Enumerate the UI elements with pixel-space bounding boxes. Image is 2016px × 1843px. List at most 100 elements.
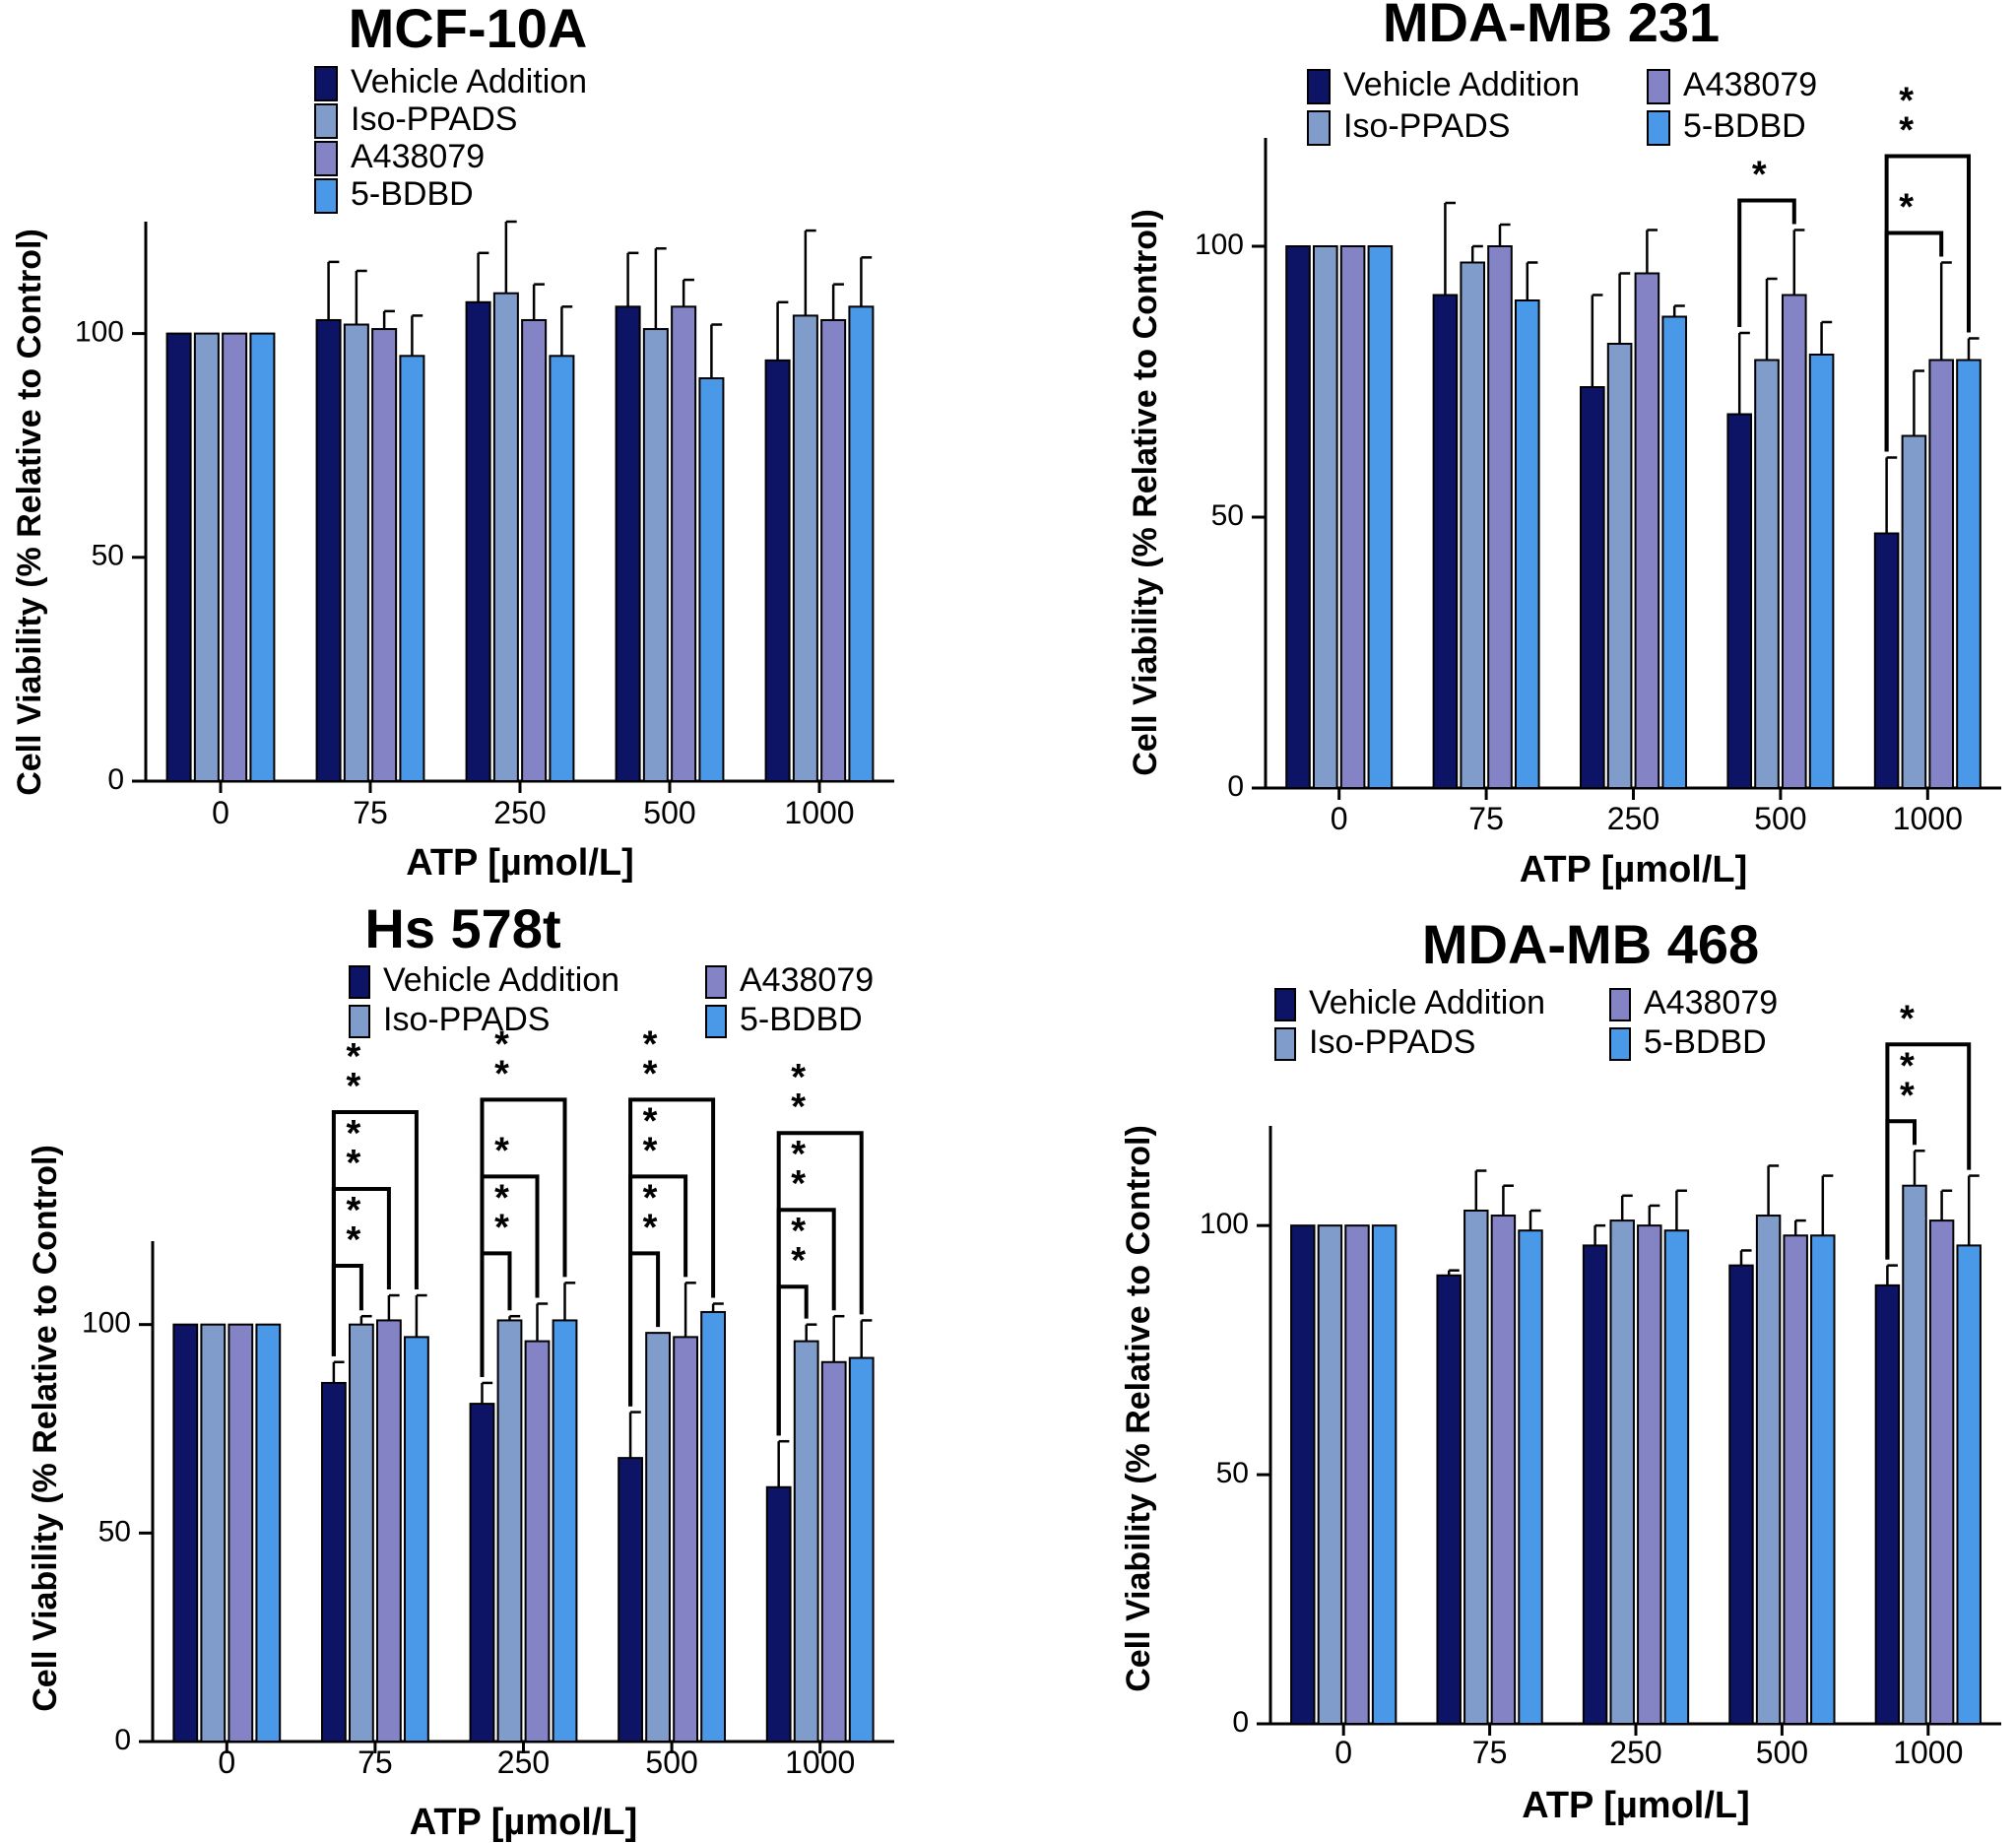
x-axis-label: ATP [µmol/L] bbox=[406, 842, 634, 884]
significance-star: * bbox=[494, 1130, 509, 1171]
legend-label: Iso-PPADS bbox=[1309, 1023, 1475, 1061]
bar bbox=[1339, 245, 1366, 789]
x-tick-label: 1000 bbox=[785, 1744, 855, 1780]
bar bbox=[698, 377, 725, 782]
y-tick-label: 0 bbox=[1232, 1706, 1249, 1739]
significance-bracket bbox=[331, 1110, 419, 1356]
bar bbox=[222, 332, 248, 782]
x-tick-label: 250 bbox=[1607, 801, 1659, 836]
legend-swatch bbox=[1274, 1027, 1296, 1061]
bar bbox=[1928, 1219, 1955, 1725]
legend-label: 5-BDBD bbox=[1683, 107, 1806, 145]
x-axis-label: ATP [µmol/L] bbox=[1522, 1785, 1750, 1826]
bar bbox=[793, 1340, 819, 1743]
x-tick-label: 0 bbox=[212, 795, 229, 830]
significance-star: * bbox=[643, 1130, 658, 1171]
x-tick-label: 75 bbox=[353, 795, 388, 830]
y-tick-label: 0 bbox=[114, 1724, 131, 1756]
bar bbox=[1285, 245, 1311, 789]
y-tick-label: 100 bbox=[1195, 229, 1244, 261]
bar bbox=[496, 1319, 523, 1744]
bar bbox=[764, 359, 791, 782]
significance-bracket bbox=[628, 1097, 716, 1407]
x-axis-label: ATP [µmol/L] bbox=[410, 1802, 638, 1843]
y-tick-label: 0 bbox=[107, 763, 124, 796]
significance-bracket bbox=[1884, 154, 1971, 452]
bar bbox=[848, 1356, 875, 1743]
bar bbox=[848, 305, 875, 782]
significance-star: * bbox=[346, 1143, 360, 1184]
x-tick-label: 75 bbox=[358, 1744, 393, 1780]
bar bbox=[524, 1340, 551, 1743]
bar bbox=[1783, 1234, 1808, 1725]
y-tick-label: 50 bbox=[1216, 1457, 1249, 1489]
chart-title: MCF-10A bbox=[349, 0, 588, 59]
bar bbox=[642, 328, 669, 782]
bar bbox=[552, 1319, 578, 1744]
legend-swatch bbox=[1274, 988, 1296, 1021]
legend-label: Vehicle Addition bbox=[383, 961, 619, 999]
bar bbox=[1661, 315, 1687, 789]
y-axis-label: Cell Viability (% Relative to Control) bbox=[1120, 1125, 1157, 1692]
legend-swatch bbox=[349, 1005, 370, 1038]
chart-title: MDA-MB 231 bbox=[1383, 0, 1720, 53]
bar bbox=[1580, 386, 1605, 789]
bar bbox=[1726, 413, 1753, 789]
legend-label: Iso-PPADS bbox=[383, 1001, 550, 1038]
legend-label: 5-BDBD bbox=[351, 175, 474, 213]
bar bbox=[1518, 1229, 1543, 1725]
bar bbox=[200, 1323, 227, 1743]
bar bbox=[820, 1360, 847, 1744]
bar bbox=[343, 323, 369, 782]
chart-title: Hs 578t bbox=[364, 897, 560, 959]
significance-star: * bbox=[346, 1036, 360, 1078]
legend-swatch bbox=[314, 178, 338, 214]
bar bbox=[348, 1323, 374, 1743]
bar bbox=[1755, 1215, 1782, 1726]
significance-star: * bbox=[346, 1190, 360, 1231]
bar bbox=[255, 1323, 282, 1743]
bar bbox=[1810, 1234, 1836, 1725]
legend-label: A438079 bbox=[740, 961, 874, 999]
y-tick-label: 50 bbox=[1211, 499, 1244, 532]
bar bbox=[615, 305, 641, 782]
legend-swatch bbox=[349, 965, 370, 999]
bar bbox=[1956, 1244, 1982, 1726]
bar bbox=[700, 1310, 727, 1743]
bar bbox=[469, 1403, 495, 1743]
bar bbox=[228, 1323, 254, 1743]
bar bbox=[1781, 294, 1807, 789]
bar bbox=[521, 318, 548, 782]
y-axis-label: Cell Viability (% Relative to Control) bbox=[27, 1145, 64, 1712]
chart-panel: MDA-MB 231 Cell Viability (% Relative to … bbox=[1127, 0, 2001, 890]
legend-label: Vehicle Addition bbox=[351, 63, 587, 100]
bar bbox=[165, 332, 192, 782]
y-tick-label: 100 bbox=[82, 1307, 131, 1340]
x-tick-label: 500 bbox=[1754, 801, 1806, 836]
significance-star: * bbox=[494, 1207, 509, 1248]
x-tick-label: 500 bbox=[645, 1744, 697, 1780]
chart-panel: MCF-10A Cell Viability (% Relative to Con… bbox=[11, 0, 894, 884]
chart-title: MDA-MB 468 bbox=[1422, 913, 1759, 975]
bar bbox=[1634, 272, 1660, 789]
significance-star: * bbox=[791, 1211, 806, 1252]
legend-label: A438079 bbox=[1683, 66, 1817, 103]
x-tick-label: 0 bbox=[1334, 1735, 1352, 1770]
bar bbox=[1344, 1224, 1370, 1725]
x-tick-label: 1000 bbox=[784, 795, 854, 830]
bar bbox=[172, 1323, 199, 1743]
legend-label: A438079 bbox=[1644, 984, 1778, 1021]
bar bbox=[1582, 1244, 1608, 1726]
y-tick-label: 50 bbox=[92, 540, 124, 572]
x-tick-label: 250 bbox=[497, 1744, 550, 1780]
significance-bracket bbox=[480, 1097, 567, 1377]
significance-star: * bbox=[791, 1086, 806, 1128]
legend-label: A438079 bbox=[351, 138, 485, 175]
bar bbox=[1609, 1219, 1635, 1725]
bar bbox=[1956, 359, 1982, 789]
significance-star: * bbox=[643, 1100, 658, 1142]
bar bbox=[1290, 1224, 1316, 1725]
x-tick-label: 0 bbox=[218, 1744, 235, 1780]
bar bbox=[371, 328, 398, 782]
bar bbox=[1606, 343, 1633, 789]
